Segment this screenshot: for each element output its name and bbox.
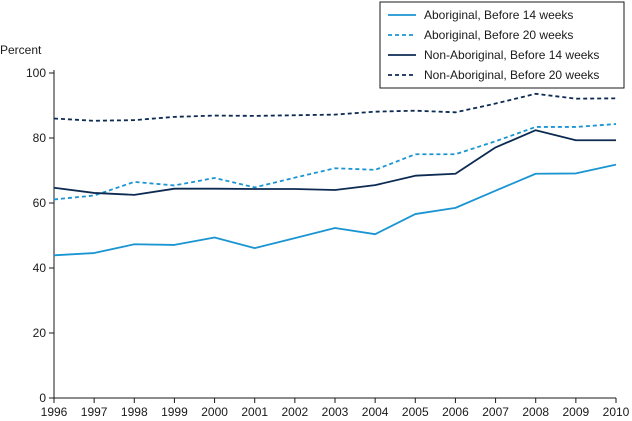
series-line-1 <box>53 163 617 257</box>
legend-label-4: Non-Aboriginal, Before 20 weeks <box>424 68 599 82</box>
y-axis: Percent 0 20 40 60 80 100 <box>0 43 54 405</box>
legend-label-1: Aboriginal, Before 14 weeks <box>424 8 573 22</box>
x-tick-label: 2006 <box>442 405 469 419</box>
x-tick-label: 2002 <box>282 405 309 419</box>
legend: Aboriginal, Before 14 weeks Aboriginal, B… <box>379 1 625 89</box>
x-tick-label: 2004 <box>362 405 389 419</box>
series-line-2 <box>53 123 617 201</box>
x-tick-label: 2007 <box>482 405 509 419</box>
y-tick-label: 100 <box>26 66 46 80</box>
x-tick-label: 1996 <box>41 405 68 419</box>
x-tick-label: 1998 <box>121 405 148 419</box>
legend-label-3: Non-Aboriginal, Before 14 weeks <box>424 48 599 62</box>
x-tick-label: 2005 <box>402 405 429 419</box>
y-tick-label: 80 <box>33 131 47 145</box>
y-tick-label: 40 <box>33 261 47 275</box>
y-tick-label: 20 <box>33 326 47 340</box>
y-axis-title: Percent <box>0 43 42 57</box>
x-tick-label: 2008 <box>522 405 549 419</box>
x-tick-label: 2010 <box>603 405 630 419</box>
x-tick-label: 2003 <box>322 405 349 419</box>
x-tick-label: 1999 <box>161 405 188 419</box>
y-tick-label: 60 <box>33 196 47 210</box>
x-tick-label: 2001 <box>241 405 268 419</box>
x-tick-label: 2009 <box>563 405 590 419</box>
legend-box <box>379 1 625 89</box>
y-tick-label: 0 <box>39 391 46 405</box>
x-tick-label: 2000 <box>201 405 228 419</box>
series-line-4 <box>53 92 617 122</box>
series-line-3 <box>53 129 616 196</box>
x-tick-label: 1997 <box>81 405 108 419</box>
x-axis: 1996 1997 1998 1999 2000 2001 2002 2003 2004 2005… <box>41 398 630 419</box>
legend-label-2: Aboriginal, Before 20 weeks <box>424 28 573 42</box>
series-layer <box>53 92 617 257</box>
